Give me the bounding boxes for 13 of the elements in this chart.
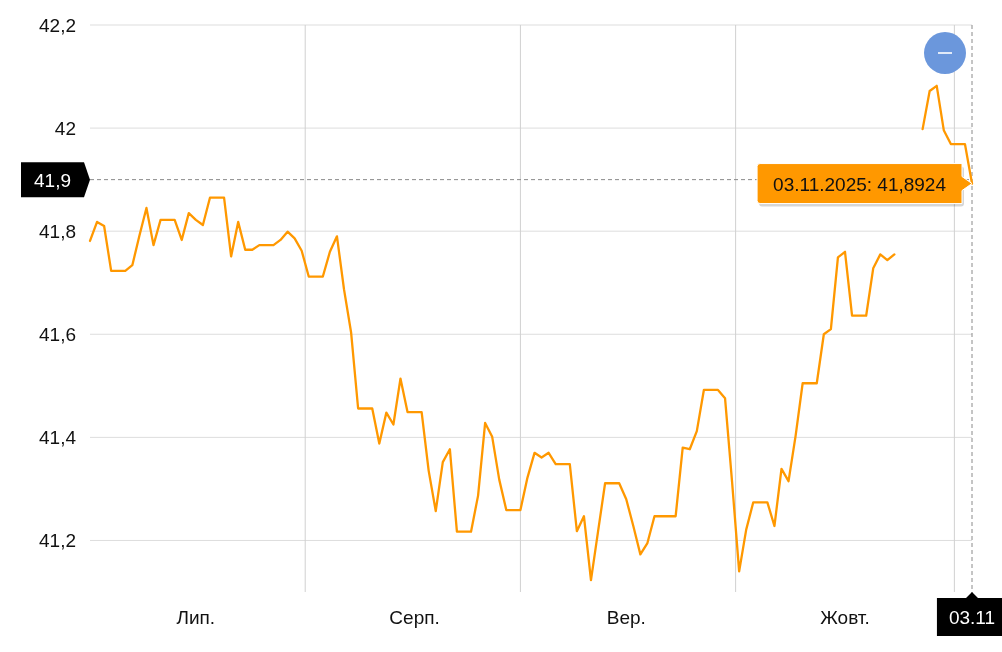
x-tick-label: Серп. [389, 606, 440, 628]
x-tick-label: Жовт. [820, 606, 870, 628]
x-tick-label: 03.11 [948, 606, 996, 628]
y-tick-label: 41,8 [39, 220, 76, 242]
y-tick-label: 41,6 [39, 323, 76, 345]
ref-line-label: 41,9 [34, 169, 71, 191]
y-tick-label: 41,4 [39, 426, 77, 448]
y-tick-label: 42 [54, 117, 76, 139]
annotation: 03.11.2025: 41,8924 [773, 173, 947, 195]
y-tick-label: 42,2 [39, 14, 76, 36]
x-tick-label: Вер. [606, 606, 646, 628]
y-tick-label: 41,2 [39, 529, 76, 551]
x-tick-label: Лип. [176, 606, 216, 628]
